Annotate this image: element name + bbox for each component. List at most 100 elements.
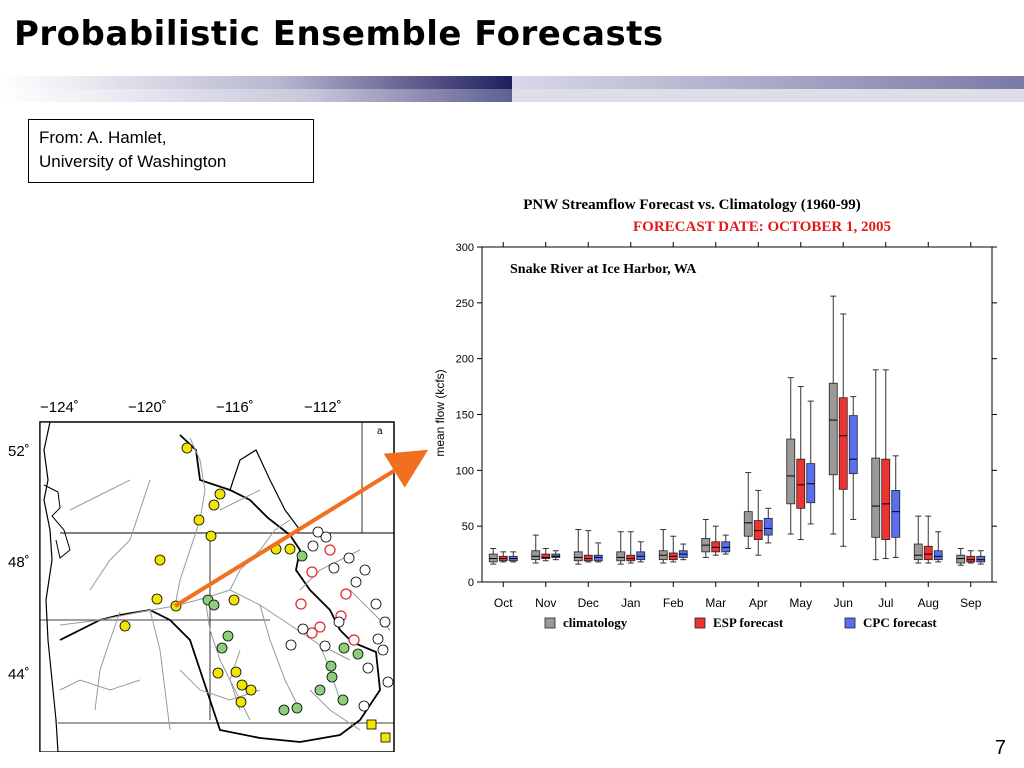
station-marker-yellow xyxy=(181,442,193,454)
station-marker-white xyxy=(319,640,331,652)
station-marker-white xyxy=(377,644,389,656)
station-marker-yellow xyxy=(228,594,240,606)
box-cpc-forecast xyxy=(636,551,646,561)
station-marker-white xyxy=(297,623,309,635)
station-marker-white xyxy=(350,576,362,588)
box-esp-forecast xyxy=(966,555,976,563)
x-tick-label: Dec xyxy=(578,596,599,610)
legend-swatch xyxy=(844,617,856,629)
streamflow-box-chart: PNW Streamflow Forecast vs. Climatology … xyxy=(433,197,997,630)
x-tick-label: Oct xyxy=(494,596,513,610)
station-marker-green xyxy=(296,550,308,562)
station-marker-yellow xyxy=(236,679,248,691)
station-marker-white xyxy=(370,598,382,610)
y-tick-label: 150 xyxy=(456,410,474,422)
box-climatology xyxy=(488,553,498,563)
station-marker-white xyxy=(362,662,374,674)
box-climatology xyxy=(913,543,923,561)
station-marker-yellow xyxy=(170,600,182,612)
station-marker-white xyxy=(379,616,391,628)
station-marker-white xyxy=(320,531,332,543)
station-marker-yellow xyxy=(270,543,282,555)
station-marker-white xyxy=(359,564,371,576)
chart-annotation: Snake River at Ice Harbor, WA xyxy=(510,262,697,277)
x-tick-label: Aug xyxy=(918,596,939,610)
station-marker-yellow xyxy=(284,543,296,555)
box-climatology xyxy=(743,511,753,537)
box-cpc-forecast xyxy=(721,541,731,553)
station-marker-yellow xyxy=(230,666,242,678)
y-tick-label: 300 xyxy=(456,242,474,254)
x-tick-label: Mar xyxy=(705,596,726,610)
svg-text:a: a xyxy=(377,426,383,437)
station-marker-white xyxy=(382,676,394,688)
box-cpc-forecast xyxy=(551,553,561,558)
legend-label: ESP forecast xyxy=(713,615,784,630)
y-tick-label: 250 xyxy=(456,298,474,310)
box-esp-forecast xyxy=(626,554,636,562)
box-cpc-forecast xyxy=(933,550,943,561)
box-cpc-forecast xyxy=(593,554,603,562)
lon-label: −124˚ xyxy=(40,399,79,416)
station-marker-white xyxy=(307,540,319,552)
box-climatology xyxy=(828,382,838,476)
station-marker-red xyxy=(306,627,318,639)
box-esp-forecast xyxy=(923,545,933,561)
box-climatology xyxy=(531,550,541,561)
station-marker-green xyxy=(352,648,364,660)
box-climatology xyxy=(573,551,583,562)
box-esp-forecast xyxy=(711,541,721,553)
slide-title: Probabilistic Ensemble Forecasts xyxy=(14,14,664,54)
station-marker-yellow xyxy=(245,684,257,696)
box-climatology xyxy=(871,457,881,538)
station-marker-green xyxy=(208,599,220,611)
page-number: 7 xyxy=(994,737,1006,759)
station-marker-green xyxy=(338,642,350,654)
chart-title: PNW Streamflow Forecast vs. Climatology … xyxy=(523,197,860,213)
station-marker-white xyxy=(372,633,384,645)
x-tick-label: Apr xyxy=(749,596,768,610)
legend-label: CPC forecast xyxy=(863,615,937,630)
lat-label: 52˚ xyxy=(8,443,30,460)
station-marker-yellow xyxy=(214,488,226,500)
station-marker-yellow xyxy=(154,554,166,566)
station-marker-red xyxy=(340,588,352,600)
credit-box: From: A. Hamlet, University of Washingto… xyxy=(28,119,314,183)
title-decoration-bar xyxy=(0,76,1024,102)
x-tick-label: Jun xyxy=(834,596,853,610)
box-esp-forecast xyxy=(753,520,763,540)
station-marker-green xyxy=(278,704,290,716)
box-esp-forecast xyxy=(838,397,848,490)
y-tick-label: 50 xyxy=(462,521,474,533)
x-tick-label: Feb xyxy=(663,596,684,610)
station-marker-white xyxy=(333,616,345,628)
station-marker-yellow xyxy=(212,667,224,679)
x-tick-label: Sep xyxy=(960,596,982,610)
box-cpc-forecast xyxy=(806,463,816,504)
box-cpc-forecast xyxy=(976,555,986,563)
station-marker-white xyxy=(328,562,340,574)
station-marker-white xyxy=(285,639,297,651)
station-marker-red xyxy=(348,634,360,646)
box-climatology xyxy=(956,554,966,564)
station-marker-yellow xyxy=(119,620,131,632)
box-esp-forecast xyxy=(881,458,891,540)
station-marker-green xyxy=(325,660,337,672)
station-marker-square xyxy=(366,719,377,730)
box-cpc-forecast xyxy=(763,517,773,536)
station-marker-yellow xyxy=(151,593,163,605)
station-marker-yellow xyxy=(205,530,217,542)
station-marker-red xyxy=(314,621,326,633)
box-climatology xyxy=(616,551,626,562)
chart-ylabel: mean flow (kcfs) xyxy=(433,369,447,456)
station-marker-red xyxy=(324,544,336,556)
station-marker-green xyxy=(291,702,303,714)
lon-label: −116˚ xyxy=(216,399,254,416)
station-marker-yellow xyxy=(235,696,247,708)
station-marker-green xyxy=(216,642,228,654)
lat-label: 48˚ xyxy=(8,554,30,571)
station-marker-red xyxy=(295,598,307,610)
pnw-station-map: −124˚ −120˚ −116˚ −112˚ 52˚ 48˚ 44˚ xyxy=(0,390,400,752)
legend-swatch xyxy=(694,617,706,629)
lon-label: −120˚ xyxy=(128,399,167,416)
